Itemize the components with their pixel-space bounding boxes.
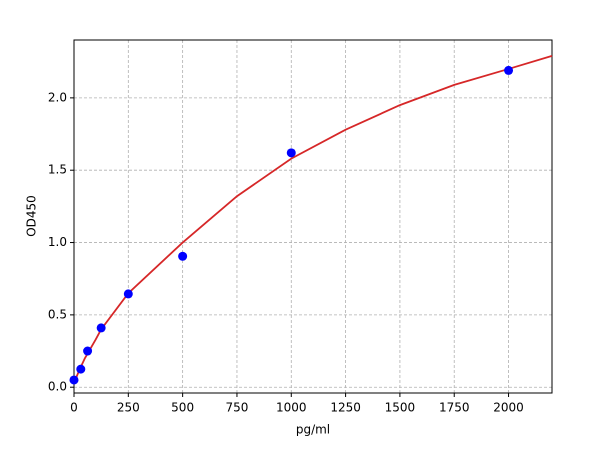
x-axis-label: pg/ml: [296, 423, 330, 437]
x-tick-label: 1750: [439, 401, 470, 415]
fit-curve: [73, 55, 553, 384]
data-point: [286, 148, 296, 158]
data-point: [123, 289, 133, 299]
data-point: [504, 65, 514, 75]
x-tick-label: 1500: [385, 401, 416, 415]
y-tick-label: 1.0: [48, 235, 67, 249]
data-point: [178, 251, 188, 261]
data-point: [96, 323, 106, 333]
x-tick-label: 0: [70, 401, 78, 415]
x-tick-label: 1250: [330, 401, 361, 415]
y-tick-label: 2.0: [48, 90, 67, 104]
x-tick-label: 2000: [493, 401, 524, 415]
y-tick-label: 1.5: [48, 163, 67, 177]
plot-frame: [73, 39, 553, 394]
y-tick-label: 0.5: [48, 307, 67, 321]
y-tick-label: 0.0: [48, 380, 67, 394]
x-tick-label: 750: [226, 401, 249, 415]
x-tick-label: 250: [117, 401, 140, 415]
data-point: [76, 364, 86, 374]
data-point: [69, 375, 79, 385]
data-point: [83, 346, 93, 356]
x-tick-label: 1000: [276, 401, 307, 415]
x-tick-label: 500: [171, 401, 194, 415]
y-axis-label: OD450: [25, 195, 39, 237]
